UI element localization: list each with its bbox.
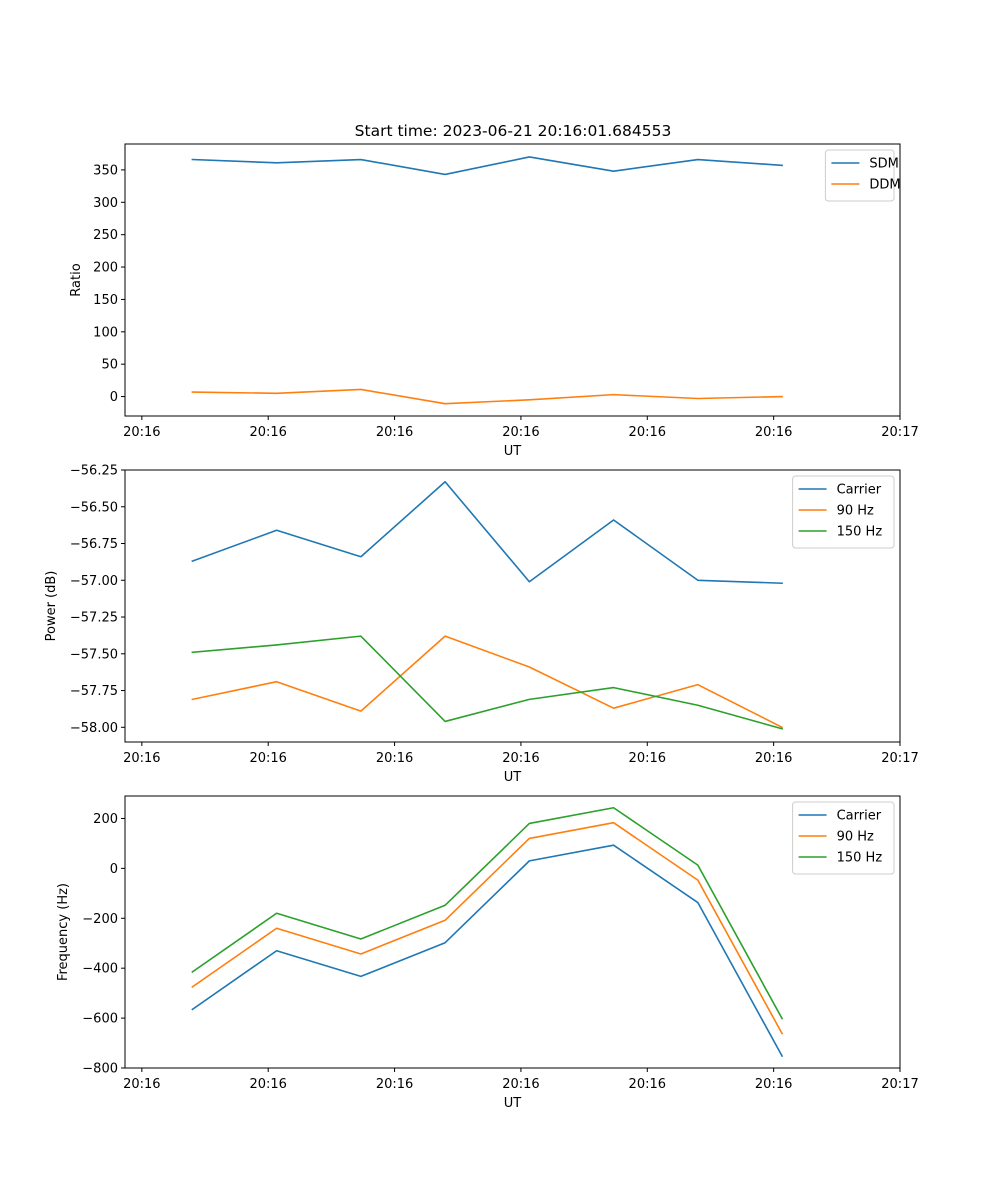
legend: SDM DDM — [824, 149, 901, 202]
figure-title: Start time: 2023-06-21 20:16:01.684553 — [355, 122, 672, 140]
legend-label: DDM — [869, 178, 900, 193]
x-tick-label: 20:16 — [629, 425, 666, 440]
y-axis-label: Power (dB) — [44, 571, 59, 642]
x-tick-label: 20:16 — [755, 1077, 792, 1092]
legend-label: 90 Hz — [837, 830, 874, 845]
ratio-chart: 20:16 20:16 20:16 20:16 20:16 20:16 20:17 0 50 10… — [69, 143, 919, 459]
axes-frame — [124, 795, 901, 1069]
y-tick-label: −56.25 — [70, 464, 118, 479]
legend: Carrier 90 Hz 150 Hz — [792, 475, 895, 549]
legend-label: Carrier — [837, 483, 882, 498]
x-tick-label: 20:16 — [755, 425, 792, 440]
legend-label: 150 Hz — [837, 525, 883, 540]
y-axis-label: Frequency (Hz) — [56, 883, 71, 981]
y-tick-label: −57.50 — [70, 647, 118, 662]
y-axis-label: Ratio — [69, 263, 84, 296]
y-tick-label: −600 — [82, 1012, 118, 1027]
series-line-2-0 — [191, 844, 784, 1058]
y-tick-label: 100 — [93, 325, 118, 340]
x-tick-label: 20:16 — [629, 1077, 666, 1092]
x-tick-label: 20:16 — [376, 1077, 413, 1092]
legend-label: Carrier — [837, 809, 882, 824]
legend-box — [792, 475, 895, 549]
x-tick-label: 20:16 — [376, 751, 413, 766]
y-tick-label: 150 — [93, 293, 118, 308]
frequency-chart: 20:16 20:16 20:16 20:16 20:16 20:16 20:17 −800 −… — [56, 795, 919, 1111]
legend: Carrier 90 Hz 150 Hz — [792, 801, 895, 875]
x-tick-label: 20:16 — [249, 751, 286, 766]
x-tick-label: 20:16 — [249, 1077, 286, 1092]
x-tick-label: 20:16 — [123, 425, 160, 440]
y-tick-label: 0 — [110, 862, 118, 877]
axes-frame — [124, 143, 901, 417]
legend-label: SDM — [869, 157, 898, 172]
x-tick-label: 20:16 — [376, 425, 413, 440]
y-tick-label: −57.75 — [70, 684, 118, 699]
y-tick-label: −200 — [82, 912, 118, 927]
legend-label: 90 Hz — [837, 504, 874, 519]
x-tick-label: 20:16 — [629, 751, 666, 766]
y-tick-label: 0 — [110, 390, 118, 405]
series-line-1-1 — [191, 635, 784, 729]
y-tick-label: 50 — [101, 358, 118, 373]
x-tick-label: 20:16 — [249, 425, 286, 440]
x-tick-label: 20:17 — [881, 751, 918, 766]
x-tick-label: 20:17 — [881, 425, 918, 440]
y-tick-label: −800 — [82, 1062, 118, 1077]
y-tick-label: 250 — [93, 228, 118, 243]
legend-label: 150 Hz — [837, 851, 883, 866]
x-axis-label: UT — [504, 1096, 522, 1111]
series-line-2-2 — [191, 806, 784, 1020]
x-tick-label: 20:17 — [881, 1077, 918, 1092]
y-tick-label: 200 — [93, 812, 118, 827]
axes-frame — [124, 469, 901, 743]
legend-box — [792, 801, 895, 875]
series-line-1-2 — [191, 635, 784, 730]
y-tick-label: 350 — [93, 163, 118, 178]
x-tick-label: 20:16 — [502, 425, 539, 440]
y-tick-label: −57.25 — [70, 611, 118, 626]
x-tick-label: 20:16 — [502, 751, 539, 766]
x-tick-label: 20:16 — [123, 751, 160, 766]
y-tick-label: −56.50 — [70, 500, 118, 515]
x-axis-label: UT — [504, 770, 522, 785]
y-tick-label: −57.00 — [70, 574, 118, 589]
series-line-0-0 — [191, 156, 783, 176]
series-line-2-1 — [191, 821, 784, 1035]
series-line-1-0 — [191, 480, 783, 585]
y-tick-label: −400 — [82, 962, 118, 977]
y-tick-label: −56.75 — [70, 537, 118, 552]
power-chart: 20:16 20:16 20:16 20:16 20:16 20:16 20:17 −58.0… — [44, 464, 919, 786]
y-tick-label: 200 — [93, 261, 118, 276]
x-axis-label: UT — [504, 444, 522, 459]
x-tick-label: 20:16 — [755, 751, 792, 766]
y-tick-label: 300 — [93, 196, 118, 211]
y-tick-label: −58.00 — [70, 721, 118, 736]
x-tick-label: 20:16 — [502, 1077, 539, 1092]
x-tick-label: 20:16 — [123, 1077, 160, 1092]
series-line-0-1 — [191, 388, 783, 405]
